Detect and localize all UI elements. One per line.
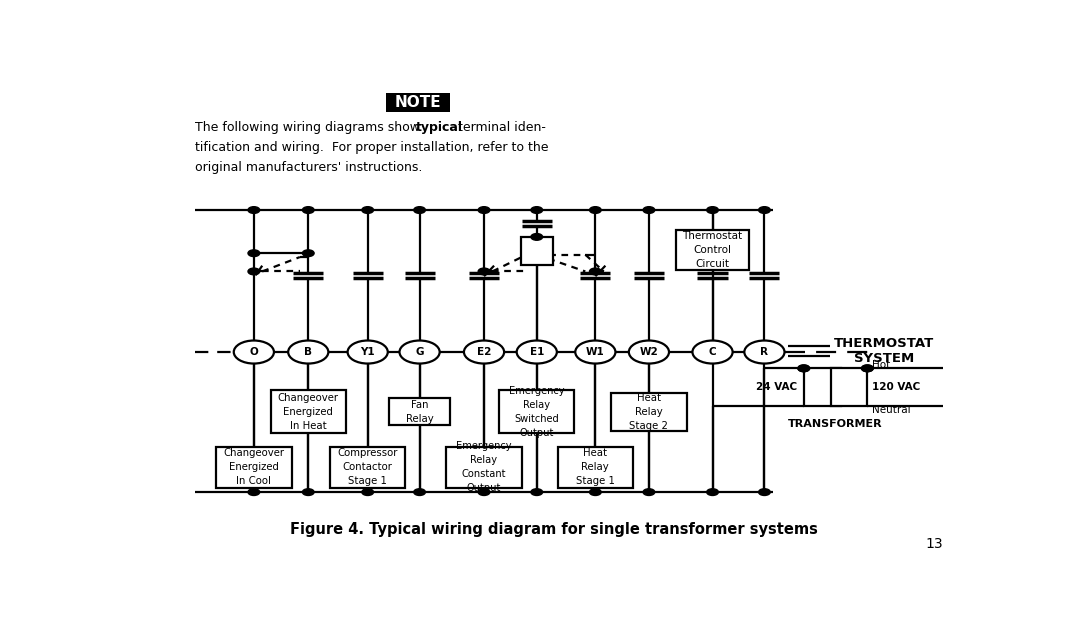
Circle shape — [414, 489, 426, 495]
Text: Hot: Hot — [873, 359, 891, 369]
Circle shape — [516, 341, 557, 364]
Text: Emergency
Relay
Constant
Output: Emergency Relay Constant Output — [456, 441, 512, 493]
Circle shape — [302, 489, 314, 495]
Text: THERMOSTAT: THERMOSTAT — [834, 337, 934, 350]
Circle shape — [706, 207, 718, 214]
Text: O: O — [249, 347, 258, 357]
Text: Thermostat
Control
Circuit: Thermostat Control Circuit — [683, 231, 743, 269]
Circle shape — [248, 207, 259, 214]
Circle shape — [362, 207, 374, 214]
FancyBboxPatch shape — [330, 447, 405, 488]
Circle shape — [248, 268, 259, 275]
Circle shape — [288, 341, 328, 364]
Circle shape — [862, 365, 874, 372]
Circle shape — [248, 489, 259, 495]
Text: Emergency
Relay
Switched
Output: Emergency Relay Switched Output — [509, 386, 565, 437]
FancyBboxPatch shape — [390, 397, 449, 426]
Circle shape — [758, 207, 770, 214]
Text: Figure 4. Typical wiring diagram for single transformer systems: Figure 4. Typical wiring diagram for sin… — [289, 522, 818, 537]
Circle shape — [706, 489, 718, 495]
FancyBboxPatch shape — [446, 447, 522, 488]
Circle shape — [248, 250, 259, 257]
Circle shape — [233, 341, 274, 364]
Text: B: B — [305, 347, 312, 357]
Circle shape — [414, 207, 426, 214]
Circle shape — [531, 489, 542, 495]
Text: SYSTEM: SYSTEM — [854, 352, 915, 365]
Text: TRANSFORMER: TRANSFORMER — [788, 419, 882, 429]
Text: original manufacturers' instructions.: original manufacturers' instructions. — [195, 161, 422, 174]
FancyBboxPatch shape — [216, 447, 292, 488]
Circle shape — [862, 365, 874, 372]
Circle shape — [590, 207, 602, 214]
Text: Compressor
Contactor
Stage 1: Compressor Contactor Stage 1 — [337, 448, 397, 486]
Circle shape — [798, 365, 810, 372]
Text: Changeover
Energized
In Cool: Changeover Energized In Cool — [224, 448, 284, 486]
Text: G: G — [416, 347, 423, 357]
FancyBboxPatch shape — [387, 93, 449, 112]
Text: terminal iden-: terminal iden- — [454, 121, 545, 134]
Circle shape — [531, 207, 542, 214]
Circle shape — [348, 341, 388, 364]
Circle shape — [302, 250, 314, 257]
Circle shape — [531, 234, 542, 240]
Circle shape — [643, 489, 654, 495]
Circle shape — [692, 341, 732, 364]
Circle shape — [576, 341, 616, 364]
FancyBboxPatch shape — [804, 368, 840, 406]
FancyBboxPatch shape — [676, 230, 750, 270]
Text: NOTE: NOTE — [394, 95, 442, 110]
FancyBboxPatch shape — [557, 447, 633, 488]
Text: Y1: Y1 — [361, 347, 375, 357]
FancyBboxPatch shape — [611, 392, 687, 430]
FancyBboxPatch shape — [831, 368, 867, 406]
Circle shape — [758, 489, 770, 495]
Text: Fan
Relay: Fan Relay — [406, 399, 433, 424]
Circle shape — [590, 268, 602, 275]
Circle shape — [478, 489, 490, 495]
Circle shape — [478, 207, 490, 214]
Circle shape — [643, 207, 654, 214]
Text: Neutral: Neutral — [873, 404, 912, 414]
Text: 24 VAC: 24 VAC — [756, 382, 797, 392]
Circle shape — [302, 207, 314, 214]
Text: 120 VAC: 120 VAC — [873, 382, 920, 392]
Text: typical: typical — [416, 121, 462, 134]
Circle shape — [464, 341, 504, 364]
Text: Heat
Relay
Stage 1: Heat Relay Stage 1 — [576, 448, 615, 486]
Circle shape — [400, 341, 440, 364]
FancyBboxPatch shape — [271, 390, 346, 433]
Text: W1: W1 — [586, 347, 605, 357]
Text: 13: 13 — [926, 537, 943, 551]
Text: C: C — [708, 347, 716, 357]
FancyBboxPatch shape — [499, 390, 575, 433]
Circle shape — [744, 341, 784, 364]
Text: The following wiring diagrams show: The following wiring diagrams show — [195, 121, 424, 134]
Circle shape — [478, 268, 490, 275]
Circle shape — [362, 489, 374, 495]
Circle shape — [629, 341, 669, 364]
FancyBboxPatch shape — [521, 237, 553, 265]
Text: Heat
Relay
Stage 2: Heat Relay Stage 2 — [630, 392, 669, 430]
Text: Changeover
Energized
In Heat: Changeover Energized In Heat — [278, 392, 339, 430]
Text: E1: E1 — [529, 347, 544, 357]
Circle shape — [798, 365, 810, 372]
Text: R: R — [760, 347, 769, 357]
Text: E2: E2 — [477, 347, 491, 357]
Text: W2: W2 — [639, 347, 659, 357]
Text: tification and wiring.  For proper installation, refer to the: tification and wiring. For proper instal… — [195, 141, 549, 154]
Circle shape — [590, 489, 602, 495]
